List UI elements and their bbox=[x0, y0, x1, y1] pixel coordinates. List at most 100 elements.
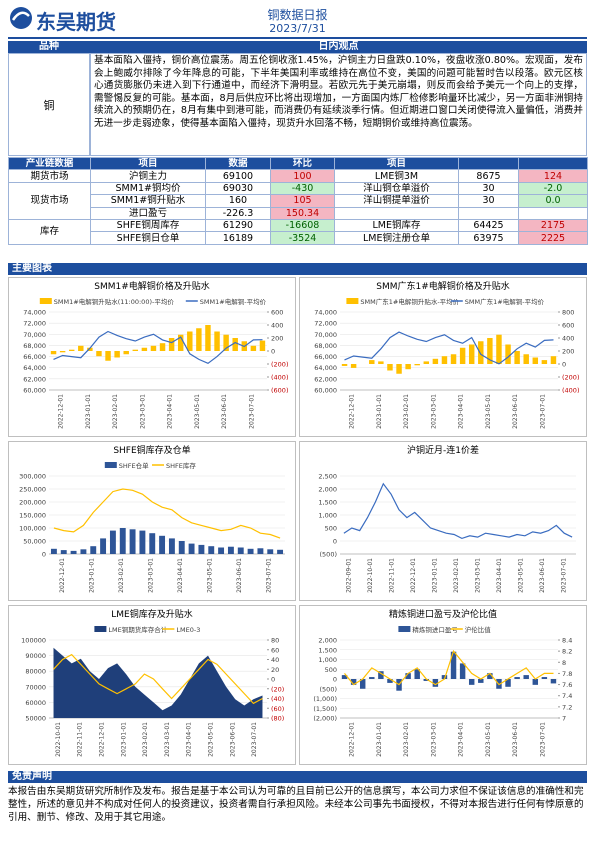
chart: 沪铜近月-连1价差 (500) 0 500 1,000 1,500 2,000 2,500 20… bbox=[318, 444, 576, 593]
chart-title: SHFE铜库存及仓单 bbox=[113, 444, 190, 456]
bar bbox=[60, 550, 67, 554]
y2-tick-label: 200 bbox=[271, 335, 283, 343]
chart-box: SMM广东1#电解铜价格及升贴水 SMM广东1#电解铜升贴水-平均价 SMM广东1#… bbox=[299, 277, 587, 437]
bar bbox=[441, 356, 448, 364]
x-tick-label: 2023-05-01 bbox=[194, 394, 201, 429]
bar bbox=[487, 673, 493, 679]
bar bbox=[78, 345, 84, 351]
y2-tick-label: (400) bbox=[271, 374, 288, 382]
legend-swatch bbox=[398, 626, 411, 632]
x-tick-label: 2023-03-01 bbox=[164, 722, 171, 757]
change-cell: 105 bbox=[270, 194, 335, 208]
y2-tick-label: 0 bbox=[271, 348, 275, 356]
y2-tick-label: (200) bbox=[562, 374, 579, 382]
variety-cell: 铜 bbox=[8, 53, 90, 156]
bar bbox=[237, 547, 244, 554]
bar bbox=[423, 679, 430, 681]
y2-tick-label: (600) bbox=[271, 387, 288, 395]
y2-tick-label: 8.4 bbox=[562, 637, 572, 645]
x-tick-label: 2023-06-01 bbox=[229, 722, 236, 757]
bar bbox=[198, 544, 205, 554]
y-tick-label: 60,000 bbox=[23, 387, 46, 395]
item-cell: 洋山铜提单溢价 bbox=[334, 194, 459, 208]
x-tick-label: 2023-02-01 bbox=[118, 558, 125, 593]
bar bbox=[432, 679, 439, 687]
x-tick-label: 2023-01-01 bbox=[88, 558, 95, 593]
x-tick-label: 2023-05-01 bbox=[208, 722, 215, 757]
bar bbox=[96, 351, 102, 357]
y2-tick-label: 7.8 bbox=[562, 670, 572, 678]
y-tick-label: 72,000 bbox=[23, 320, 46, 328]
bar bbox=[250, 345, 257, 351]
legend-label: SMM1#电解铜-平均价 bbox=[200, 297, 267, 306]
charts-heading: 主要图表 bbox=[8, 263, 587, 275]
bar bbox=[109, 530, 116, 554]
legend-label: 精炼铜进口盈亏 bbox=[412, 625, 458, 634]
y-tick-label: 62,000 bbox=[314, 375, 337, 383]
bar bbox=[50, 548, 57, 554]
legend-swatch bbox=[104, 462, 117, 468]
table-header: 产业链数据 项目 数据 环比 项目 bbox=[8, 156, 588, 171]
change-cell: 2175 bbox=[518, 218, 588, 233]
x-tick-label: 2023-01-01 bbox=[376, 722, 383, 757]
bar bbox=[405, 364, 411, 370]
bar bbox=[478, 679, 484, 683]
y-tick-label: 50000 bbox=[25, 715, 46, 723]
bar bbox=[149, 533, 156, 554]
x-tick-label: 2022-12-01 bbox=[59, 558, 66, 593]
bar bbox=[514, 351, 520, 364]
x-tick-label: 2022-11-01 bbox=[389, 558, 396, 593]
bar bbox=[100, 538, 107, 554]
y-tick-label: 500 bbox=[325, 666, 337, 674]
bar bbox=[387, 679, 393, 683]
table-row: SMM1#铜升贴水 160 105 洋山铜提单溢价 30 0.0 bbox=[9, 194, 588, 208]
item-cell: 洋山铜仓单溢价 bbox=[334, 181, 459, 196]
chart-box: LME铜库存及升贴水 LME铜期货库存合计 LME0-3 50000 60000 7000… bbox=[8, 605, 296, 765]
x-tick-label: 2022-12-01 bbox=[99, 722, 106, 757]
bar bbox=[468, 679, 475, 685]
bar bbox=[129, 529, 136, 554]
bar bbox=[247, 548, 254, 554]
item-cell: SHFE铜周库存 bbox=[90, 218, 206, 233]
view-heading: 品种 日内观点 bbox=[8, 41, 587, 53]
legend-label: LME0-3 bbox=[176, 626, 200, 634]
bar bbox=[459, 663, 466, 679]
x-tick-label: 2023-02-01 bbox=[403, 394, 410, 429]
y-tick-label: (2,000) bbox=[313, 715, 337, 723]
bar bbox=[168, 338, 175, 351]
chart-title: SMM广东1#电解铜价格及升贴水 bbox=[376, 280, 510, 292]
bar bbox=[523, 354, 529, 364]
chart-title: 沪铜近月-连1价差 bbox=[407, 444, 479, 456]
bar bbox=[68, 349, 75, 351]
x-tick-label: 2023-07-01 bbox=[539, 722, 546, 757]
x-tick-label: 2023-02-01 bbox=[453, 558, 460, 593]
x-tick-label: 2023-07-01 bbox=[560, 558, 567, 593]
x-tick-label: 2022-12-01 bbox=[349, 722, 356, 757]
x-tick-label: 2023-02-01 bbox=[112, 394, 119, 429]
table-row: 进口盈亏 -226.3 150.34 bbox=[9, 206, 588, 220]
y-tick-label: 66,000 bbox=[23, 353, 46, 361]
bar bbox=[423, 361, 430, 364]
value-cell: 8675 bbox=[458, 169, 519, 183]
x-tick-label: 2023-06-01 bbox=[512, 394, 519, 429]
x-tick-label: 2023-01-01 bbox=[376, 394, 383, 429]
y-tick-label: 1,000 bbox=[318, 656, 337, 664]
disclaimer-text: 本报告由东吴期货研究所制作及发布。报告是基于本公司认为可靠的且目前已公开的信息撰… bbox=[8, 786, 584, 823]
y-tick-label: 74,000 bbox=[314, 309, 337, 317]
y-tick-label: 0 bbox=[333, 676, 337, 684]
bar bbox=[341, 364, 348, 366]
legend-label: SMM广东1#电解铜-平均价 bbox=[465, 297, 545, 306]
value-cell: 64425 bbox=[458, 218, 519, 233]
y2-tick-label: 400 bbox=[562, 335, 574, 343]
y-tick-label: (500) bbox=[320, 685, 337, 693]
bar bbox=[396, 364, 402, 374]
x-tick-label: 2023-04-01 bbox=[496, 558, 503, 593]
x-tick-label: 2022-11-01 bbox=[77, 722, 84, 757]
bar bbox=[532, 679, 539, 685]
x-tick-label: 2023-04-01 bbox=[458, 394, 465, 429]
y-tick-label: 1,000 bbox=[318, 512, 337, 520]
bar bbox=[132, 349, 139, 351]
bar bbox=[259, 340, 266, 351]
y2-tick-label: 400 bbox=[271, 322, 283, 330]
line bbox=[53, 330, 263, 364]
